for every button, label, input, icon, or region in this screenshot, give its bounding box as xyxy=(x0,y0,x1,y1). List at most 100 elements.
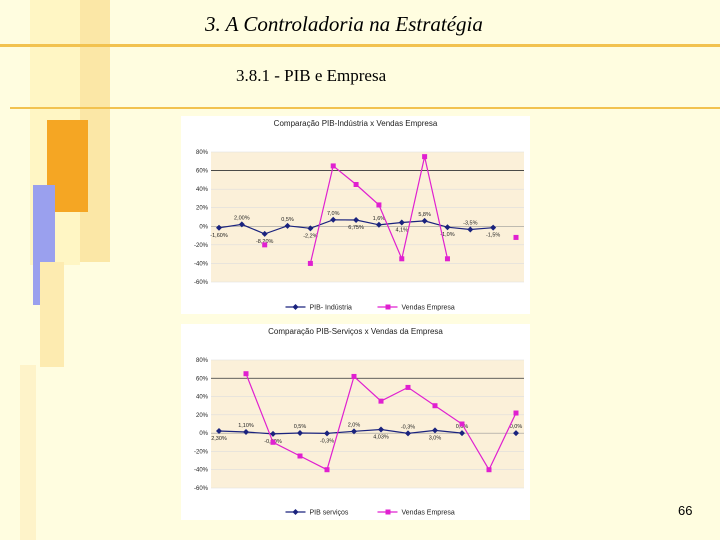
series-2-point xyxy=(351,373,357,379)
data-label: 0,5% xyxy=(294,424,307,430)
y-tick-label: 0% xyxy=(199,224,208,230)
series-2-point xyxy=(405,384,411,390)
series-2-point xyxy=(459,421,465,427)
y-tick-label: 20% xyxy=(196,206,209,212)
series-2-point xyxy=(378,398,384,404)
data-label: 2,0% xyxy=(348,422,361,428)
section-subtitle: 3.8.1 - PIB e Empresa xyxy=(236,66,387,85)
legend-entry-2: Vendas Empresa xyxy=(402,510,455,517)
series-1-point xyxy=(467,226,474,233)
series-2-point xyxy=(432,403,438,409)
y-tick-label: 60% xyxy=(196,376,209,382)
y-tick-label: 60% xyxy=(196,169,209,175)
data-label: 1,6% xyxy=(373,216,386,222)
series-1-point xyxy=(398,219,405,226)
accent-bar-lower xyxy=(40,262,64,367)
series-2-point xyxy=(297,453,303,459)
data-label: 4,1% xyxy=(395,227,408,233)
data-label: 5,8% xyxy=(418,212,431,218)
y-tick-label: -40% xyxy=(194,468,209,474)
legend-entry-1: PIB serviços xyxy=(310,510,349,517)
series-2-point xyxy=(513,234,519,240)
subtitle-rule xyxy=(10,107,720,109)
series-2-point xyxy=(270,439,276,445)
legend-marker-1 xyxy=(292,304,299,310)
data-label: 0,0% xyxy=(510,424,523,430)
series-2-point xyxy=(376,202,382,208)
series-1-point xyxy=(324,430,330,437)
title-rule xyxy=(0,44,720,47)
series-2-point xyxy=(422,154,428,160)
y-tick-label: 20% xyxy=(196,413,209,419)
data-label: -1,5% xyxy=(486,233,500,239)
data-label: -2,2% xyxy=(303,233,317,239)
chart-title: Comparação PIB-Serviços x Vendas da Empr… xyxy=(268,327,443,336)
legend-entry-2: Vendas Empresa xyxy=(402,305,455,312)
y-tick-label: -60% xyxy=(194,280,209,286)
series-line-1 xyxy=(218,428,463,435)
series-2-point xyxy=(324,467,330,473)
data-label: -1,0% xyxy=(440,232,454,238)
series-2-point xyxy=(399,256,405,262)
series-1-point xyxy=(270,430,276,437)
data-label: 1,10% xyxy=(238,423,254,429)
series-1-point xyxy=(351,428,357,435)
legend-marker-2 xyxy=(385,509,391,515)
series-2-point xyxy=(513,410,519,416)
page-number: 66 xyxy=(678,503,693,518)
series-1-point xyxy=(353,216,360,223)
y-tick-label: -40% xyxy=(194,261,209,267)
chart-title: Comparação PIB-Indústria x Vendas Empres… xyxy=(274,119,438,128)
accent-bar-bottom xyxy=(20,365,36,540)
chart-pib-servicos: Comparação PIB-Serviços x Vendas da Empr… xyxy=(181,324,530,520)
data-label: 3,0% xyxy=(429,435,442,441)
chart-pib-servicos-svg: Comparação PIB-Serviços x Vendas da Empr… xyxy=(194,327,524,517)
series-1-point xyxy=(513,430,519,437)
series-1-point xyxy=(243,429,249,436)
series-1-point xyxy=(261,230,268,237)
series-2-point xyxy=(486,467,492,473)
y-tick-label: 80% xyxy=(196,358,209,364)
y-tick-label: 0% xyxy=(199,431,208,437)
series-2-point xyxy=(444,256,450,262)
plot-area xyxy=(211,152,524,282)
legend-marker-1 xyxy=(292,509,299,515)
series-1-point xyxy=(490,224,497,231)
series-1-point xyxy=(459,430,465,437)
series-1-point xyxy=(432,427,438,434)
y-tick-label: -60% xyxy=(194,486,209,492)
y-tick-label: -20% xyxy=(194,449,209,455)
series-1-point xyxy=(444,224,451,231)
legend-entry-1: PIB- Indústria xyxy=(310,305,353,312)
series-1-point xyxy=(297,429,303,436)
data-label: 0,5% xyxy=(281,217,294,223)
series-1-point xyxy=(330,216,337,223)
data-label: 4,03% xyxy=(373,434,389,440)
legend-marker-2 xyxy=(385,304,391,310)
data-label: -0,3% xyxy=(320,438,334,444)
data-label: 7,0% xyxy=(327,211,340,217)
data-label: 2,00% xyxy=(234,215,250,221)
page-title: 3. A Controladoria na Estratégia xyxy=(205,12,483,36)
data-label: 6,75% xyxy=(348,225,364,231)
data-label: -3,5% xyxy=(463,221,477,227)
series-1-point xyxy=(284,222,291,229)
y-tick-label: 80% xyxy=(196,150,209,156)
data-label: -8,20% xyxy=(256,239,274,245)
series-2-point xyxy=(262,242,268,248)
data-label: -0,3% xyxy=(401,424,415,430)
series-1-point xyxy=(238,221,245,228)
series-2-point xyxy=(243,371,249,377)
plot-area xyxy=(211,360,524,488)
series-1-point xyxy=(216,428,222,435)
y-tick-label: -20% xyxy=(194,243,209,249)
series-1-point xyxy=(405,430,411,437)
series-1-point xyxy=(375,221,382,228)
series-1-point xyxy=(378,426,384,433)
series-2-point xyxy=(307,260,313,266)
series-1-point xyxy=(216,224,222,231)
series-1-point xyxy=(421,217,428,224)
series-2-point xyxy=(353,182,359,187)
data-label: 0,0% xyxy=(456,424,469,430)
chart-pib-industria: Comparação PIB-Indústria x Vendas Empres… xyxy=(181,116,530,314)
